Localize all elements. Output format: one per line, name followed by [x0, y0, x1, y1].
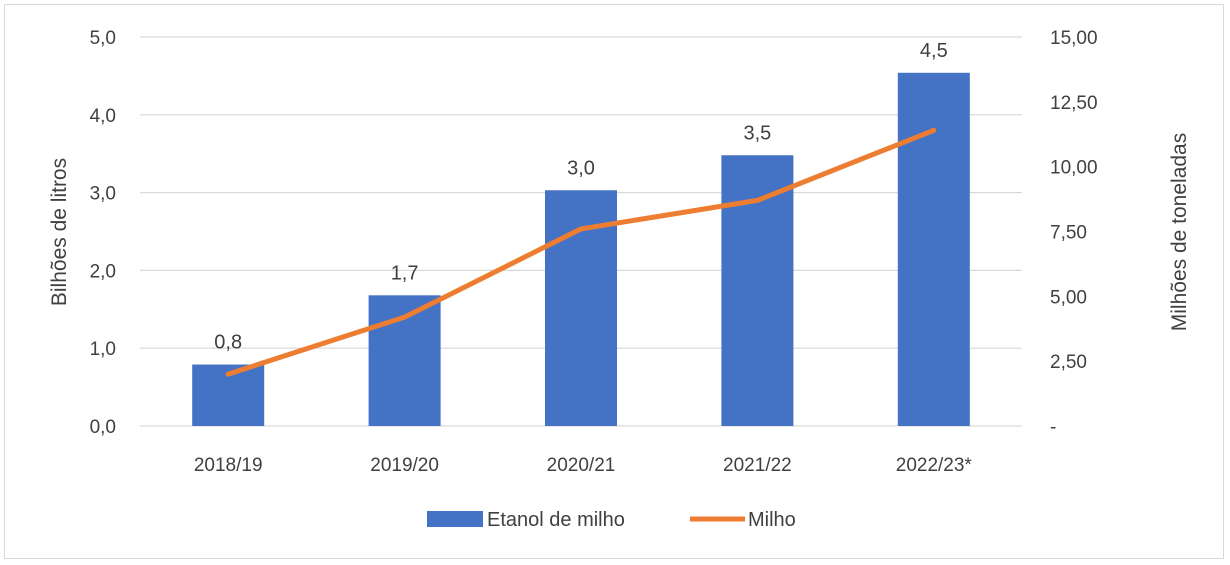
bar-2022/23* — [897, 72, 970, 427]
line-series — [225, 127, 937, 377]
bar-series — [192, 72, 970, 427]
y-tick-right-5: 12,50 — [1050, 93, 1098, 114]
legend: Etanol de milho Milho — [427, 509, 796, 531]
x-axis: 2018/19 2019/20 2020/21 2021/22 2022/23* — [194, 455, 973, 476]
data-label-2019/20: 1,7 — [391, 262, 419, 284]
y-tick-left-0: 0,0 — [90, 417, 116, 438]
legend-swatch-etanol — [427, 511, 483, 527]
y-axis-right-title: Milhões de toneladas — [1168, 133, 1191, 331]
data-label-2021/22: 3,5 — [743, 122, 771, 144]
legend-label-milho: Milho — [748, 509, 796, 531]
data-labels: 0,8 1,7 3,0 3,5 4,5 — [214, 40, 947, 354]
x-tick-4: 2022/23* — [896, 455, 973, 476]
data-label-2022/23*: 4,5 — [920, 40, 948, 62]
data-label-2018/19: 0,8 — [214, 332, 242, 354]
y-tick-right-4: 10,00 — [1050, 158, 1098, 179]
y-axis-left-title: Bilhões de litros — [48, 158, 71, 306]
x-tick-0: 2018/19 — [194, 455, 263, 476]
y-axis-left: 0,0 1,0 2,0 3,0 4,0 5,0 — [90, 28, 116, 438]
y-tick-left-2: 2,0 — [90, 261, 116, 282]
x-tick-2: 2020/21 — [547, 455, 616, 476]
y-axis-right: - 2,50 5,00 7,50 10,00 12,50 15,00 — [1050, 28, 1098, 438]
y-tick-right-2: 5,00 — [1050, 287, 1087, 308]
y-tick-left-1: 1,0 — [90, 339, 116, 360]
y-tick-right-3: 7,50 — [1050, 223, 1087, 244]
y-tick-right-1: 2,50 — [1050, 352, 1087, 373]
line-milho — [225, 127, 937, 377]
y-tick-left-4: 4,0 — [90, 106, 116, 127]
data-label-2020/21: 3,0 — [567, 157, 595, 179]
legend-label-etanol: Etanol de milho — [487, 509, 625, 531]
y-tick-right-6: 15,00 — [1050, 28, 1098, 49]
gridlines — [140, 36, 1022, 427]
y-tick-left-5: 5,0 — [90, 28, 116, 49]
bar-2021/22 — [721, 155, 794, 427]
x-tick-1: 2019/20 — [370, 455, 439, 476]
y-tick-left-3: 3,0 — [90, 184, 116, 205]
y-tick-right-0: - — [1050, 417, 1056, 438]
x-tick-3: 2021/22 — [723, 455, 792, 476]
